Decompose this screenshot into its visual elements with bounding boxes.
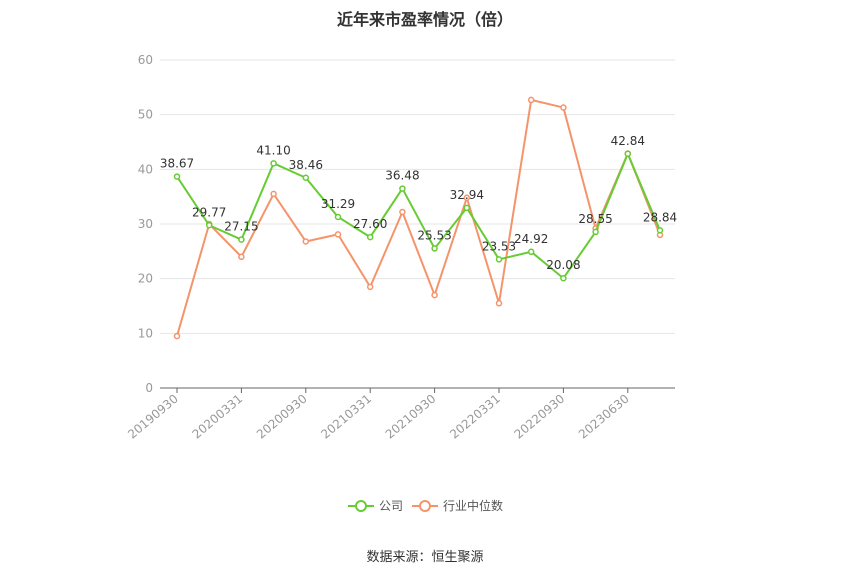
x-tick-label: 20200930 <box>254 392 310 442</box>
industry-median-data-point <box>270 190 277 198</box>
company-data-point <box>173 173 181 180</box>
company-data-point <box>302 174 310 182</box>
company-data-point <box>399 185 406 192</box>
company-series-line <box>176 152 661 280</box>
industry-median-data-point <box>495 300 503 307</box>
company-data-point <box>238 236 245 243</box>
company-data-label: 24.92 <box>514 232 548 246</box>
x-tick-label: 20210930 <box>383 392 439 442</box>
y-tick-label: 10 <box>138 326 153 340</box>
y-tick-label: 30 <box>138 217 153 231</box>
legend-industry-median-label: 行业中位数 <box>443 498 503 513</box>
company-data-point <box>431 245 438 252</box>
y-tick-label: 0 <box>145 381 153 395</box>
company-data-label: 27.60 <box>353 217 387 231</box>
y-tick-label: 20 <box>138 272 153 286</box>
company-data-label: 28.55 <box>578 212 612 226</box>
legend-company-label: 公司 <box>379 499 403 513</box>
x-tick-label: 20220930 <box>512 392 568 442</box>
x-tick-label: 20210331 <box>318 392 374 442</box>
company-data-point <box>495 256 503 263</box>
industry-median-data-point <box>173 332 181 340</box>
company-data-label: 25.53 <box>417 228 451 242</box>
company-data-point <box>205 222 213 229</box>
legend-industry-median-marker <box>419 500 431 512</box>
industry-median-data-point <box>238 253 245 261</box>
company-data-point <box>463 204 471 212</box>
company-data-label: 42.84 <box>611 134 645 148</box>
industry-median-data-point <box>463 194 471 202</box>
industry-median-data-point <box>366 283 374 291</box>
company-data-label: 32.94 <box>450 188 484 202</box>
industry-median-series-line <box>176 98 661 337</box>
x-tick-label: 20190930 <box>125 392 181 442</box>
y-tick-label: 60 <box>138 53 153 67</box>
x-tick-label: 20220331 <box>447 392 503 442</box>
company-data-point <box>656 227 664 234</box>
x-tick-label: 20230630 <box>576 392 632 442</box>
company-data-label: 38.67 <box>160 157 194 171</box>
company-data-point <box>366 233 374 241</box>
industry-median-data-point <box>334 231 342 238</box>
company-data-label: 28.84 <box>643 210 677 224</box>
legend-company-marker <box>355 500 367 512</box>
company-data-label: 23.53 <box>482 239 516 253</box>
company-data-label: 38.46 <box>289 158 323 172</box>
company-data-point <box>624 150 632 158</box>
industry-median-data-point <box>527 96 535 104</box>
industry-median-data-point <box>302 238 310 245</box>
y-tick-label: 40 <box>138 162 153 176</box>
company-data-point <box>334 213 342 221</box>
company-data-point <box>592 228 599 236</box>
industry-median-data-point <box>560 104 567 111</box>
company-data-label: 36.48 <box>385 169 419 183</box>
company-data-label: 41.10 <box>256 143 290 157</box>
x-tick-label: 20200331 <box>190 392 246 442</box>
company-data-label: 29.77 <box>192 205 226 219</box>
company-data-point <box>270 160 277 167</box>
company-data-point <box>527 248 535 256</box>
data-source-note: 数据来源：恒生聚源 <box>366 550 484 565</box>
industry-median-data-point <box>399 208 406 216</box>
chart-title: 近年来市盈率情况（倍） <box>336 10 513 29</box>
y-tick-label: 50 <box>138 108 153 122</box>
company-data-label: 20.08 <box>546 258 580 272</box>
company-data-point <box>560 274 567 282</box>
company-data-label: 27.15 <box>224 220 258 234</box>
company-data-label: 31.29 <box>321 197 355 211</box>
industry-median-data-point <box>431 291 438 299</box>
